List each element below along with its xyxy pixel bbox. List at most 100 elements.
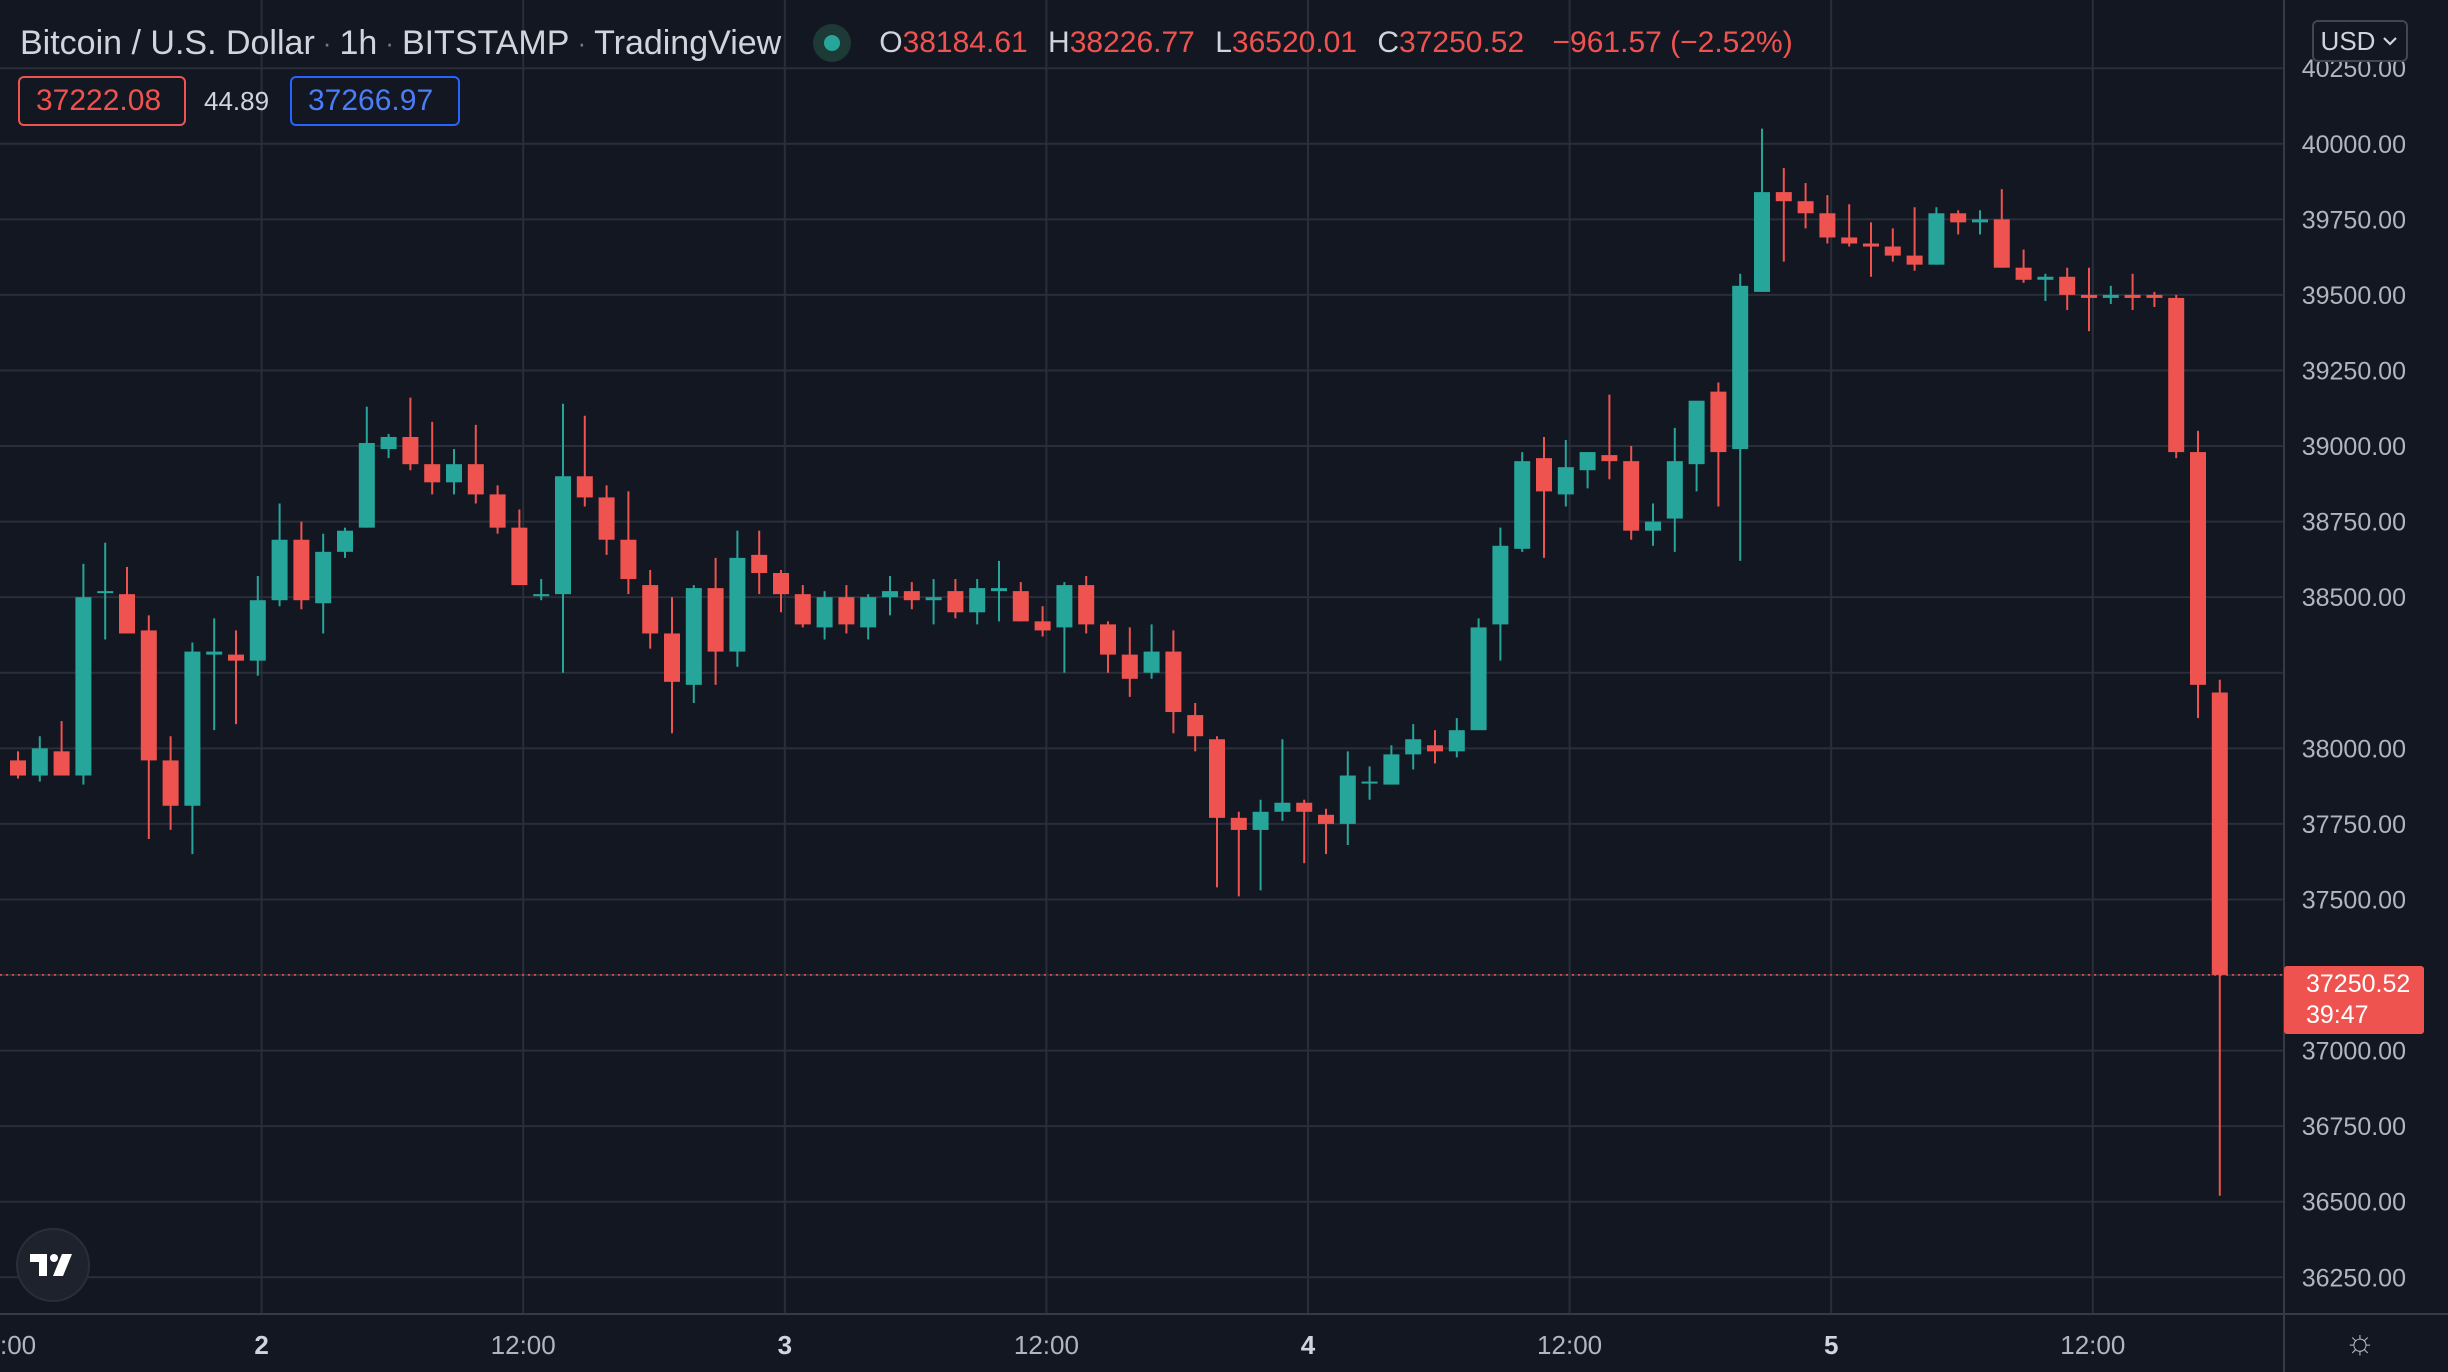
candle (402, 397, 419, 471)
candle-body (685, 588, 702, 685)
tradingview-logo-icon[interactable] (16, 1228, 90, 1302)
candle (1165, 630, 1182, 734)
interval-label[interactable]: 1h (339, 23, 378, 62)
time-axis[interactable]: :00 2 12:00 3 12:00 4 12:00 5 12:00 (0, 1330, 2125, 1360)
time-tick-label: 2 (254, 1330, 268, 1360)
candle-body (53, 751, 70, 776)
price-tick-label: 40000.00 (2302, 131, 2406, 159)
candle (1209, 736, 1225, 888)
candle-body (1187, 715, 1204, 737)
candle-body (620, 539, 637, 580)
candle-body (315, 551, 332, 604)
candle-body (773, 572, 789, 595)
price-axis[interactable]: 40250.0040000.0039750.0039500.0039250.00… (2302, 55, 2406, 1292)
candle-body (2168, 297, 2185, 453)
candle-body (1427, 745, 1443, 752)
price-tick-label: 37500.00 (2302, 886, 2406, 914)
candle-body (31, 748, 48, 776)
candle-body (1601, 455, 1618, 462)
buy-price-button[interactable]: 37266.97 (290, 76, 460, 126)
candle-body (2102, 294, 2119, 298)
candle (249, 576, 266, 676)
candle (598, 485, 615, 555)
separator: · (322, 27, 332, 58)
candle-body (838, 597, 855, 625)
candle-body (1252, 811, 1269, 830)
candle (925, 579, 942, 625)
time-tick-label: 12:00 (491, 1330, 556, 1360)
candle (2015, 249, 2032, 283)
candle-body (1056, 585, 1073, 628)
candle (1514, 452, 1531, 552)
bar-countdown: 39:47 (2306, 1001, 2369, 1029)
candle-body (1754, 192, 1770, 292)
candle (1993, 189, 2010, 268)
candle (1623, 446, 1640, 540)
candle-body (1448, 730, 1465, 752)
candle-body (1339, 775, 1356, 824)
sell-price-button[interactable]: 37222.08 (18, 76, 186, 126)
candle-body (903, 591, 920, 601)
candle-body (925, 597, 942, 601)
time-tick-label: 12:00 (1014, 1330, 1079, 1360)
candle (1754, 128, 1770, 292)
close-value: 37250.52 (1399, 26, 1525, 59)
chevron-down-icon (2383, 37, 2398, 46)
low-value: 36520.01 (1231, 26, 1358, 59)
candle (424, 421, 441, 495)
chart-legend: Bitcoin / U.S. Dollar · 1h · BITSTAMP · … (20, 18, 1793, 68)
symbol-name[interactable]: Bitcoin / U.S. Dollar (20, 23, 315, 62)
candle-body (707, 588, 724, 652)
candle (1143, 624, 1160, 679)
candle-body (293, 539, 310, 601)
candle-body (860, 597, 877, 628)
gear-icon[interactable]: ☼ (2344, 1323, 2376, 1361)
candle-body (75, 597, 92, 776)
candle-body (947, 591, 964, 613)
candle-body (206, 651, 223, 655)
candle-body (1274, 802, 1291, 812)
candle-body (1775, 192, 1792, 202)
candle (903, 582, 920, 610)
candle (816, 591, 833, 640)
candle (1906, 207, 1923, 271)
candle-body (1121, 654, 1138, 679)
candle-body (1993, 219, 2010, 268)
candle-body (1710, 391, 1727, 453)
candle (1688, 400, 1705, 492)
candle-body (1863, 243, 1879, 247)
candle-body (249, 600, 266, 661)
candle (555, 403, 571, 673)
candle (1579, 452, 1596, 489)
candle (1361, 766, 1378, 800)
candle-body (2059, 276, 2076, 295)
candle-body (1514, 461, 1531, 549)
candle-body (1165, 651, 1182, 713)
candle-body (1405, 739, 1422, 755)
candle (2211, 679, 2228, 1196)
candle (228, 630, 244, 725)
candle-body (533, 594, 550, 597)
candle (489, 485, 506, 534)
candle (1121, 627, 1138, 697)
candle-body (1318, 814, 1334, 824)
candle-body (2037, 276, 2054, 280)
price-tick-label: 39750.00 (2302, 206, 2406, 234)
candle (664, 597, 680, 734)
candle (707, 557, 724, 685)
candle-body (969, 588, 986, 613)
exchange-label: BITSTAMP (401, 23, 570, 62)
candle-body (1906, 255, 1923, 265)
market-status-icon[interactable] (813, 24, 852, 62)
low-label: L (1215, 26, 1232, 59)
candle-body (1296, 802, 1313, 812)
candle (53, 721, 70, 776)
candle (119, 566, 135, 634)
currency-selector[interactable]: USD (2312, 20, 2408, 62)
candle-body (991, 588, 1007, 592)
candle (162, 736, 179, 830)
price-tick-label: 36750.00 (2302, 1113, 2406, 1141)
price-tick-label: 38750.00 (2302, 509, 2406, 537)
candle-body (511, 527, 528, 586)
